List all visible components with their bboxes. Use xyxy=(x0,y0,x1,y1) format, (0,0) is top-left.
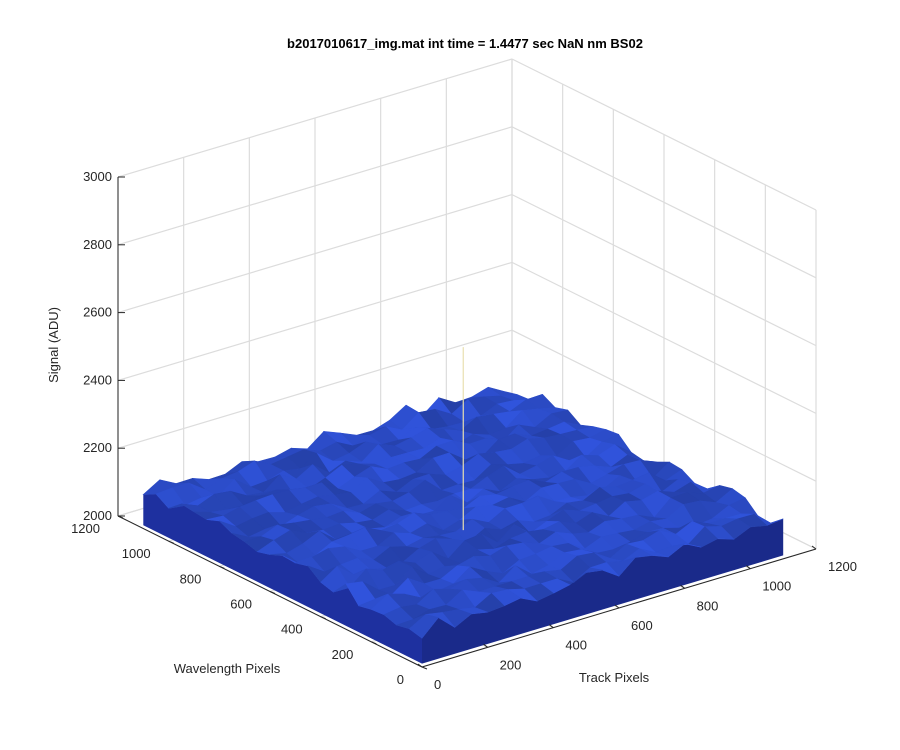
x-tick-mark xyxy=(746,565,751,570)
y-tick-mark xyxy=(117,515,124,519)
surface-patch xyxy=(408,614,439,639)
x-axis-label: Track Pixels xyxy=(579,670,650,685)
z-tick-label: 2000 xyxy=(83,508,112,523)
y-tick-label: 600 xyxy=(230,597,252,612)
x-tick-label: 1200 xyxy=(828,559,857,574)
y-axis-label: Wavelength Pixels xyxy=(174,661,281,676)
grid-line xyxy=(511,329,817,482)
y-tick-mark xyxy=(168,540,174,544)
x-tick-mark xyxy=(417,663,423,668)
grid-line xyxy=(511,261,817,414)
grid-line xyxy=(511,126,817,279)
grid-line xyxy=(117,261,513,381)
x-tick-label: 0 xyxy=(434,677,441,692)
grid-line xyxy=(117,58,513,178)
z-tick-label: 2600 xyxy=(83,305,112,320)
z-tick-label: 3000 xyxy=(83,169,112,184)
y-tick-mark xyxy=(421,666,428,670)
y-tick-mark xyxy=(371,641,377,645)
y-tick-label: 1200 xyxy=(71,521,100,536)
x-tick-label: 200 xyxy=(500,657,522,672)
y-tick-mark xyxy=(219,565,225,569)
y-tick-label: 400 xyxy=(281,622,303,637)
y-tick-mark xyxy=(269,591,276,594)
y-tick-mark xyxy=(320,616,326,620)
z-tick-label: 2200 xyxy=(83,440,112,455)
x-tick-mark xyxy=(614,604,620,609)
chart-title: b2017010617_img.mat int time = 1.4477 se… xyxy=(287,36,643,51)
tick-labels: 2000220024002600280030000200400600800100… xyxy=(71,169,857,692)
surface-side-edge xyxy=(143,494,423,664)
x-tick-mark xyxy=(811,545,817,550)
z-tick-label: 2400 xyxy=(83,372,112,387)
z-axis-label: Signal (ADU) xyxy=(46,307,61,383)
x-tick-mark xyxy=(483,643,488,648)
grid-line xyxy=(117,329,513,449)
x-tick-label: 400 xyxy=(565,638,587,653)
z-tick-label: 2800 xyxy=(83,237,112,252)
y-tick-label: 1000 xyxy=(122,546,151,561)
surface xyxy=(142,347,784,664)
x-tick-mark xyxy=(549,624,554,629)
surface-front-edge xyxy=(422,518,784,664)
x-tick-label: 600 xyxy=(631,618,653,633)
grid-line xyxy=(511,58,817,211)
y-tick-label: 200 xyxy=(332,647,354,662)
grid-line xyxy=(117,126,513,246)
x-tick-label: 1000 xyxy=(762,579,791,594)
y-tick-label: 800 xyxy=(180,571,202,586)
grid-line xyxy=(117,194,513,314)
grid-line xyxy=(511,194,817,347)
y-tick-label: 0 xyxy=(397,672,404,687)
x-tick-mark xyxy=(680,584,685,589)
x-tick-label: 800 xyxy=(697,598,719,613)
